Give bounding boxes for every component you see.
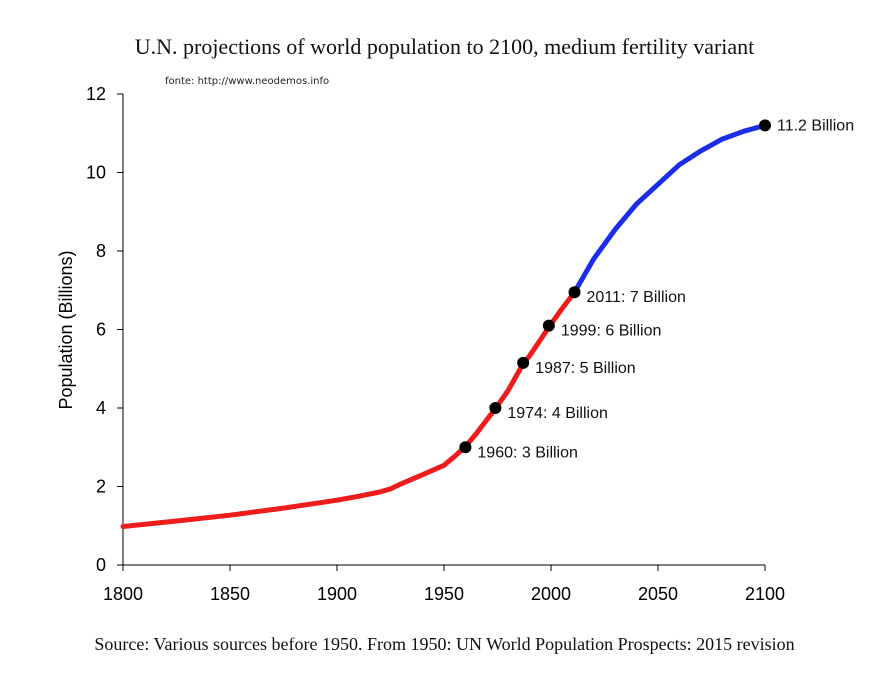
- data-point-label: 1960: 3 Billion: [477, 444, 578, 461]
- series-layer: [120, 122, 768, 529]
- x-tick-label: 1900: [317, 584, 357, 604]
- data-point: [542, 319, 555, 332]
- x-tick-label: 1850: [210, 584, 250, 604]
- axes: 0 2 4 6 8 10 12 1800 1850 1900 1950 2000 2050 2100: [86, 84, 785, 604]
- points-layer: 1960: 3 Billion 1974: 4 Billion 1987: 5 Bi…: [459, 117, 854, 461]
- data-point-label: 1987: 5 Billion: [535, 360, 636, 377]
- y-tick-label: 8: [96, 241, 106, 261]
- y-tick-label: 4: [96, 398, 106, 418]
- data-point: [489, 402, 502, 414]
- data-point-label: 2011: 7 Billion: [587, 289, 686, 306]
- data-point: [517, 356, 530, 369]
- data-point: [459, 441, 472, 454]
- x-tick-label: 2100: [745, 584, 785, 604]
- y-tick-label: 12: [86, 84, 106, 104]
- data-point: [759, 119, 771, 132]
- y-tick-label: 10: [86, 163, 106, 183]
- data-point: [568, 286, 581, 299]
- footer-source: Source: Various sources before 1950. Fro…: [94, 634, 795, 654]
- y-tick-label: 0: [96, 555, 106, 575]
- data-point-label: 1974: 4 Billion: [507, 405, 608, 422]
- y-tick-label: 6: [96, 320, 106, 340]
- data-point-label: 11.2 Billion: [777, 117, 854, 134]
- x-tick-label: 2050: [638, 584, 678, 604]
- y-axis-label: Population (Billions): [56, 250, 76, 409]
- x-tick-label: 2000: [531, 584, 571, 604]
- x-tick-label: 1800: [103, 584, 143, 604]
- chart-title: U.N. projections of world population to …: [134, 34, 755, 59]
- series-line-projection: [572, 122, 768, 295]
- x-tick-label: 1950: [424, 584, 464, 604]
- source-url-note: fonte: http://www.neodemos.info: [165, 76, 330, 87]
- y-tick-label: 2: [96, 477, 106, 497]
- data-point-label: 1999: 6 Billion: [561, 323, 662, 340]
